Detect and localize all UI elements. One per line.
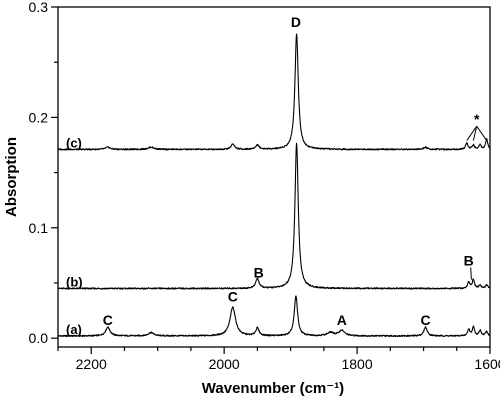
peak-label: B — [464, 252, 474, 268]
y-tick-label: 0.0 — [29, 330, 49, 346]
asterisk-leader-line-1 — [466, 125, 478, 141]
asterisk-leader-line-3 — [476, 125, 488, 141]
plot-frame — [57, 6, 491, 348]
series-line-2 — [57, 142, 491, 290]
series-line-3 — [57, 33, 491, 151]
y-axis: 0.0 0.1 0.2 0.3 — [29, 0, 58, 346]
y-tick-label: 0.3 — [29, 0, 49, 15]
series-line-1 — [57, 295, 491, 338]
x-axis-title: Wavenumber (cm⁻¹) — [202, 380, 344, 397]
peak-label: C — [228, 289, 238, 305]
y-axis-title: Absorption — [3, 137, 20, 217]
asterisk-leader-line-2 — [472, 126, 478, 141]
b-leader-line — [470, 267, 472, 280]
x-tick-label: 1800 — [341, 356, 372, 372]
trace-label-1: (a) — [66, 322, 82, 337]
peak-label: B — [254, 264, 264, 280]
x-tick-label: 2000 — [209, 356, 240, 372]
trace-label-3: (c) — [66, 135, 82, 150]
y-tick-label: 0.1 — [29, 220, 49, 236]
peak-label: C — [103, 312, 113, 328]
peak-label: C — [420, 312, 430, 328]
y-tick-label: 0.2 — [29, 109, 49, 125]
peak-label: A — [337, 312, 347, 328]
x-tick-label: 2200 — [76, 356, 107, 372]
peak-label: * — [474, 111, 480, 127]
trace-labels: (a) (b) (c) — [66, 135, 83, 337]
peak-label: D — [291, 14, 301, 30]
spectrum-traces — [57, 33, 491, 338]
trace-label-2: (b) — [66, 274, 83, 289]
